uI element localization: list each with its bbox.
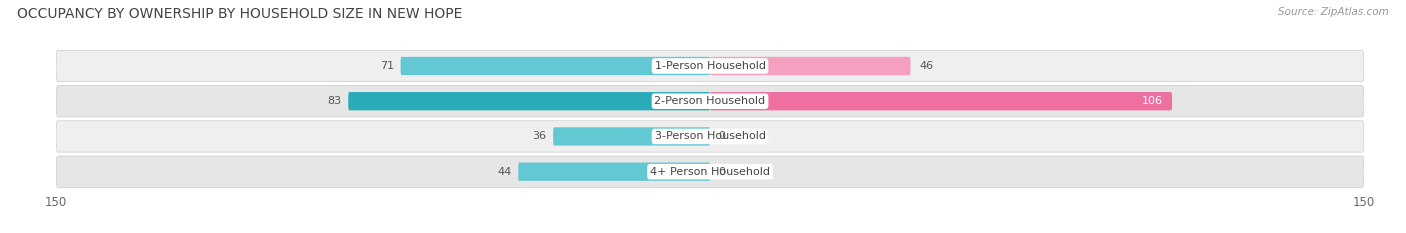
Text: 0: 0 [718, 131, 725, 141]
FancyBboxPatch shape [710, 92, 1173, 110]
FancyBboxPatch shape [56, 156, 1364, 187]
Text: 44: 44 [498, 167, 512, 177]
Text: 2-Person Household: 2-Person Household [654, 96, 766, 106]
Text: OCCUPANCY BY OWNERSHIP BY HOUSEHOLD SIZE IN NEW HOPE: OCCUPANCY BY OWNERSHIP BY HOUSEHOLD SIZE… [17, 7, 463, 21]
Text: 106: 106 [1142, 96, 1163, 106]
Text: 36: 36 [533, 131, 547, 141]
FancyBboxPatch shape [401, 57, 710, 75]
Text: 0: 0 [718, 167, 725, 177]
Text: 4+ Person Household: 4+ Person Household [650, 167, 770, 177]
FancyBboxPatch shape [56, 86, 1364, 117]
Text: 46: 46 [920, 61, 934, 71]
FancyBboxPatch shape [56, 50, 1364, 82]
FancyBboxPatch shape [553, 127, 710, 146]
Text: 3-Person Household: 3-Person Household [655, 131, 765, 141]
Text: Source: ZipAtlas.com: Source: ZipAtlas.com [1278, 7, 1389, 17]
FancyBboxPatch shape [519, 163, 710, 181]
Text: 1-Person Household: 1-Person Household [655, 61, 765, 71]
FancyBboxPatch shape [710, 57, 911, 75]
Text: 83: 83 [328, 96, 342, 106]
FancyBboxPatch shape [349, 92, 710, 110]
Text: 71: 71 [380, 61, 394, 71]
FancyBboxPatch shape [56, 121, 1364, 152]
